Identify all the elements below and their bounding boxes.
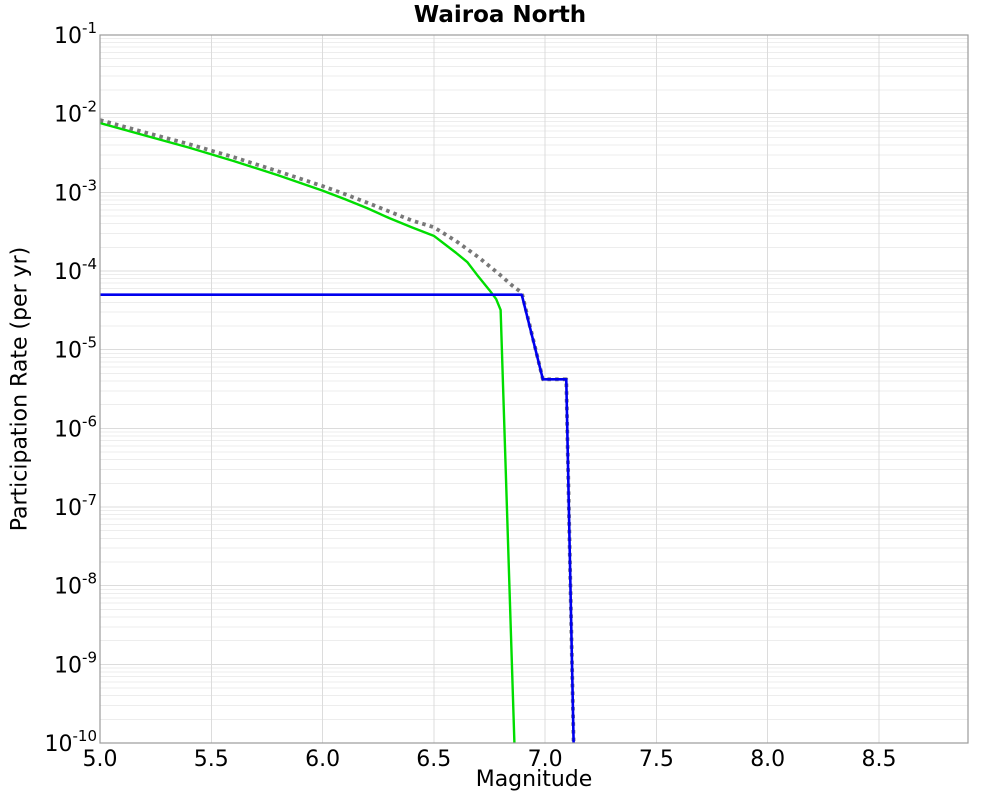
chart-title: Wairoa North	[413, 2, 587, 28]
y-tick-label: 10-9	[54, 648, 97, 678]
y-tick-label: 10-2	[54, 98, 97, 128]
series-characteristic-branch	[100, 293, 575, 743]
y-tick-label: 10-6	[54, 412, 97, 442]
series-lines	[100, 118, 576, 743]
x-tick-label: 7.5	[639, 747, 674, 772]
y-tick-label: 10-5	[54, 334, 97, 364]
x-tick-label: 7.0	[528, 747, 563, 772]
y-tick-labels: 10-1 10-2 10-3 10-4 10-5 10-6 10-7 10-8 10-9 10-1…	[45, 19, 98, 757]
y-tick-label: 10-4	[54, 255, 97, 285]
major-gridlines	[99, 34, 968, 744]
minor-gridlines	[100, 38, 968, 720]
x-tick-label: 6.0	[305, 747, 340, 772]
x-tick-label: 6.5	[416, 747, 451, 772]
y-tick-label: 10-7	[54, 491, 97, 521]
y-tick-label: 10-1	[54, 19, 97, 49]
x-tick-label: 8.0	[750, 747, 785, 772]
x-tick-label: 8.5	[862, 747, 897, 772]
x-axis-label: Magnitude	[475, 767, 593, 792]
series-gr-taper-branch	[100, 121, 516, 743]
plot-border	[99, 34, 969, 744]
y-tick-label: 10-3	[54, 176, 97, 206]
y-tick-label: 10-10	[45, 727, 98, 757]
x-tick-label: 5.5	[194, 747, 229, 772]
series-total-rate-dotted	[100, 118, 576, 743]
y-tick-label: 10-8	[54, 570, 97, 600]
x-tick-label: 5.0	[83, 747, 118, 772]
x-tick-labels: 5.0 5.5 6.0 6.5 7.0 7.5 8.0 8.5	[83, 747, 897, 772]
